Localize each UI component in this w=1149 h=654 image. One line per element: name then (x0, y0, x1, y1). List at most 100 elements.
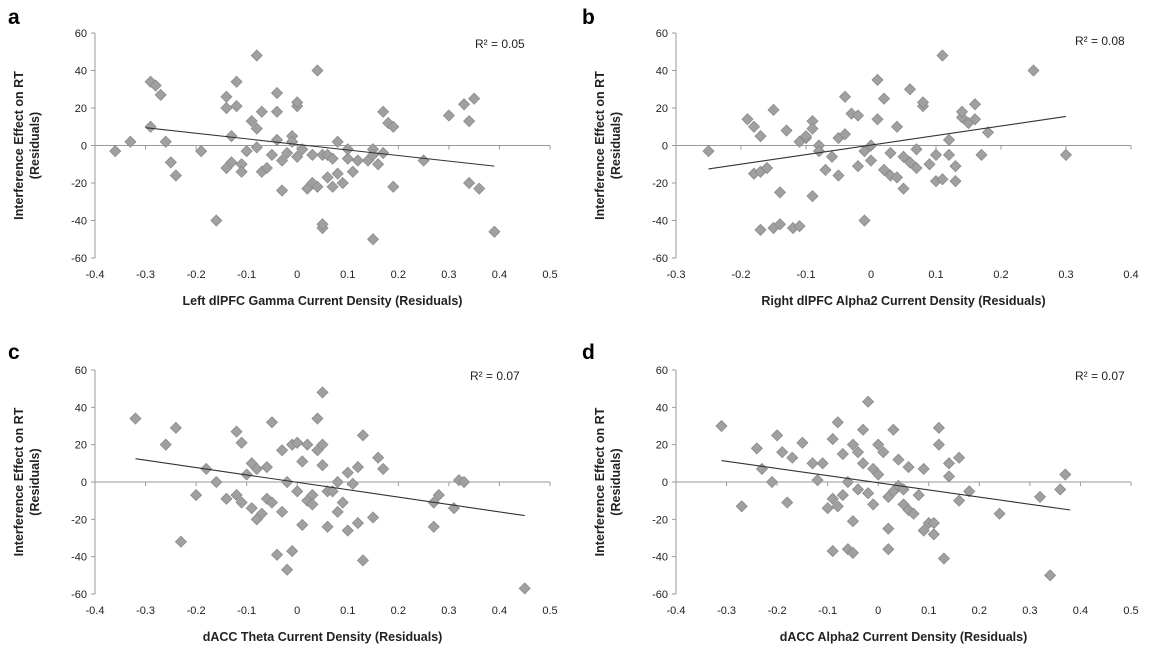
data-point (715, 419, 728, 433)
data-point (255, 105, 268, 118)
data-point (923, 158, 936, 171)
y-axis-title: Interference Effect on RT (593, 407, 607, 556)
data-point (291, 150, 304, 163)
x-tick-label: 0.3 (1022, 605, 1037, 617)
data-point (799, 130, 813, 143)
data-point (858, 214, 871, 227)
x-tick-label: -0.3 (136, 605, 155, 617)
data-point (887, 423, 900, 436)
data-point (773, 186, 787, 199)
x-tick-label: 0.2 (972, 605, 987, 617)
data-point (457, 98, 471, 111)
x-axis-title: Right dlPFC Alpha2 Current Density (Resi… (761, 294, 1045, 308)
data-point (149, 79, 162, 92)
data-point (767, 103, 780, 116)
data-point (872, 438, 885, 451)
x-tick-label: 0.4 (1123, 269, 1138, 281)
data-point (890, 120, 904, 133)
data-point (306, 498, 319, 511)
data-point (346, 165, 359, 178)
data-point (812, 145, 826, 158)
data-point (838, 128, 852, 141)
trend-line (135, 458, 525, 517)
data-point (230, 425, 243, 438)
x-tick-label: -0.2 (187, 605, 206, 617)
x-tick-label: -0.1 (237, 605, 256, 617)
data-point (159, 438, 172, 451)
data-point (275, 444, 289, 457)
x-tick-label: -0.2 (732, 269, 751, 281)
data-point (903, 83, 917, 96)
data-point (838, 90, 852, 103)
data-point (291, 96, 304, 109)
data-point (963, 485, 976, 498)
y-tick-label: 60 (656, 28, 668, 40)
x-axis-title: dACC Alpha2 Current Density (Residuals) (780, 630, 1028, 644)
y-tick-label: 0 (81, 141, 87, 153)
x-tick-label: -0.4 (667, 605, 686, 617)
data-point (518, 582, 531, 595)
x-tick-label: -0.1 (818, 605, 837, 617)
data-point (806, 190, 819, 203)
data-point (245, 502, 258, 515)
data-point (164, 156, 177, 169)
data-point (265, 416, 279, 429)
data-point (892, 453, 905, 466)
panel-letter: a (8, 6, 20, 29)
y-tick-label: 0 (662, 141, 668, 153)
data-point (826, 545, 839, 558)
y-tick-label: -40 (71, 552, 87, 564)
data-point (174, 535, 188, 548)
data-point (250, 122, 263, 135)
data-point (942, 457, 956, 470)
x-axis-title: Left dlPFC Gamma Current Density (Residu… (183, 294, 463, 308)
data-point (871, 73, 884, 86)
data-point (897, 150, 910, 163)
y-tick-label: -20 (652, 178, 668, 190)
data-point (432, 489, 445, 502)
x-tick-label: 0 (875, 605, 881, 617)
data-point (377, 105, 390, 118)
data-point (341, 143, 354, 156)
y-tick-label: -60 (652, 589, 668, 601)
data-point (993, 507, 1006, 520)
data-point (291, 436, 304, 449)
data-point (265, 496, 279, 509)
data-point (910, 161, 923, 175)
data-point (230, 75, 243, 88)
data-point (275, 184, 289, 197)
data-point (356, 429, 370, 442)
x-tick-label: 0.4 (492, 269, 507, 281)
data-point (341, 524, 354, 537)
data-point (296, 143, 309, 156)
data-point (1033, 490, 1047, 503)
data-point (936, 49, 949, 62)
data-point (929, 148, 943, 161)
data-point (270, 105, 284, 118)
y-tick-label: -40 (652, 216, 668, 228)
data-point (351, 517, 364, 530)
trend-line (145, 127, 495, 167)
data-point (846, 438, 860, 451)
data-point (927, 517, 940, 530)
data-point (463, 115, 476, 128)
data-point (864, 154, 878, 167)
panel-b: b -60 -40 -20 0 20 40 60 -0.3 -0.2 -0.1 0 0.1 0.2 0.3 0… (574, 0, 1148, 327)
data-point (250, 49, 263, 62)
data-point (210, 214, 223, 227)
data-point (331, 475, 344, 489)
data-point (862, 487, 875, 500)
data-point (220, 492, 233, 505)
data-point (806, 457, 819, 470)
data-point (372, 451, 385, 464)
y-axis-title: Interference Effect on RT (12, 407, 26, 556)
data-point (372, 158, 385, 171)
y-axis-subtitle: (Residuals) (28, 112, 42, 179)
data-point (851, 160, 865, 173)
data-point (129, 412, 142, 425)
y-axis-subtitle: (Residuals) (28, 448, 42, 515)
data-point (235, 436, 248, 449)
y-tick-label: -20 (652, 514, 668, 526)
data-point (846, 546, 860, 559)
x-tick-label: 0.1 (928, 269, 943, 281)
